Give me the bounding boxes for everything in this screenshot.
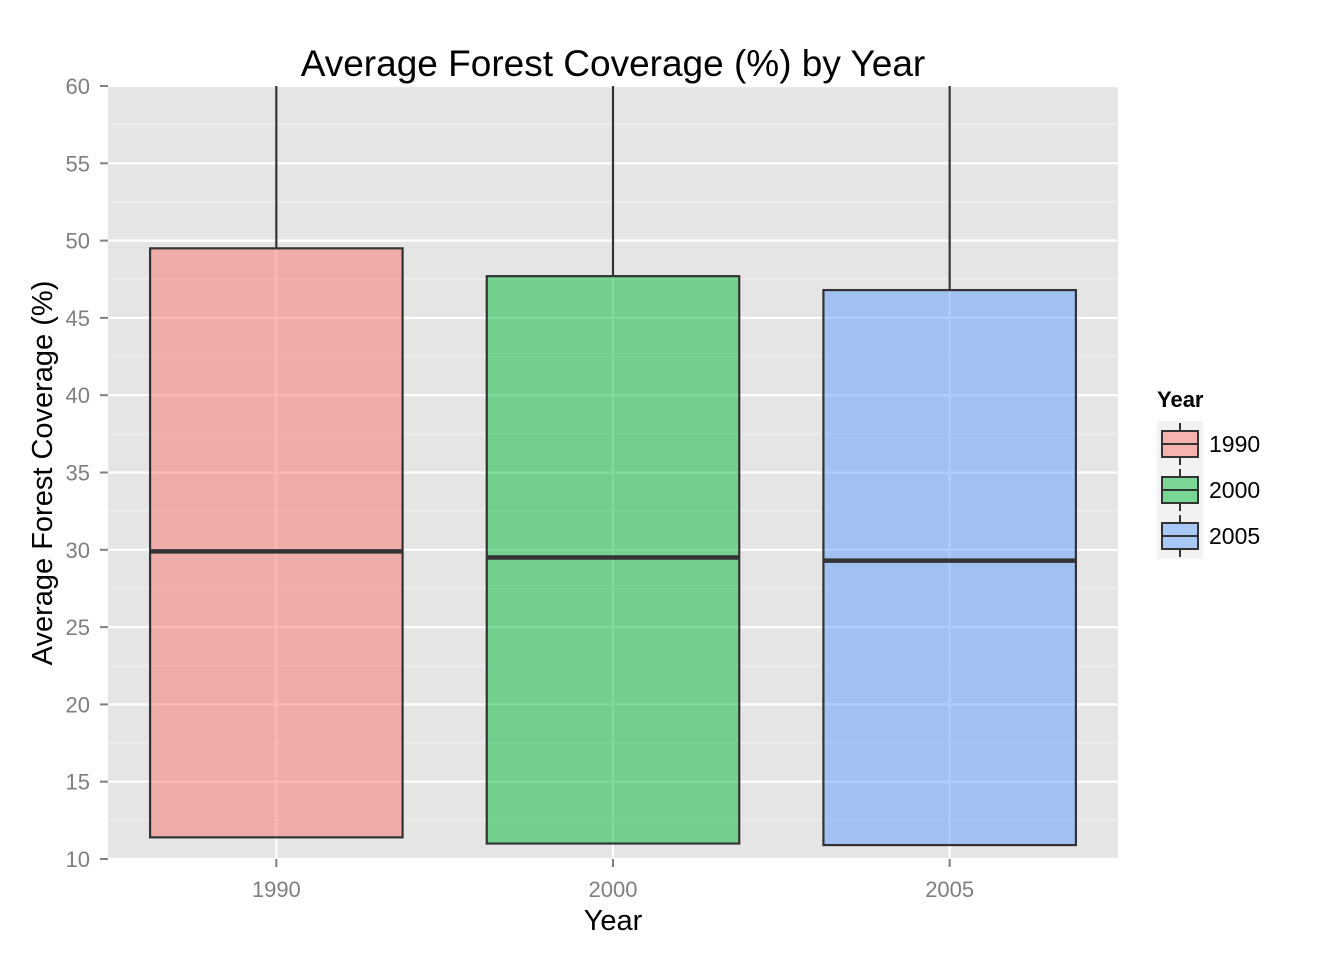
boxplots xyxy=(148,86,1078,847)
x-axis: 1990 2000 2005 xyxy=(252,859,974,902)
y-tick-label: 50 xyxy=(66,229,90,254)
x-tick-label: 1990 xyxy=(252,877,301,902)
box-body xyxy=(148,247,404,839)
legend: Year 1990 2000 2005 xyxy=(1157,387,1260,559)
box-2000 xyxy=(485,86,741,845)
box-1990 xyxy=(148,86,404,839)
y-tick-label: 25 xyxy=(66,615,90,640)
legend-label: 2005 xyxy=(1209,523,1260,549)
y-tick-label: 20 xyxy=(66,692,90,717)
box-body xyxy=(822,288,1078,847)
box-2005 xyxy=(822,86,1078,847)
x-axis-title: Year xyxy=(584,905,643,937)
legend-item-1990: 1990 xyxy=(1157,421,1260,467)
y-tick-label: 60 xyxy=(66,74,90,99)
y-axis-title: Average Forest Coverage (%) xyxy=(27,281,59,666)
x-tick-label: 2000 xyxy=(589,877,638,902)
box-body xyxy=(485,275,741,845)
y-tick-label: 55 xyxy=(66,151,90,176)
legend-title: Year xyxy=(1157,387,1204,412)
y-axis: 10 15 20 25 30 35 40 45 50 55 60 xyxy=(66,74,108,872)
y-tick-label: 15 xyxy=(66,770,90,795)
y-tick-label: 40 xyxy=(66,383,90,408)
legend-label: 1990 xyxy=(1209,431,1260,457)
y-tick-label: 45 xyxy=(66,306,90,331)
x-tick-label: 2005 xyxy=(925,877,974,902)
chart-title: Average Forest Coverage (%) by Year xyxy=(301,43,926,84)
legend-item-2005: 2005 xyxy=(1157,513,1260,559)
y-tick-label: 10 xyxy=(66,847,90,872)
legend-label: 2000 xyxy=(1209,477,1260,503)
legend-item-2000: 2000 xyxy=(1157,467,1260,513)
y-tick-label: 35 xyxy=(66,461,90,486)
y-tick-label: 30 xyxy=(66,538,90,563)
